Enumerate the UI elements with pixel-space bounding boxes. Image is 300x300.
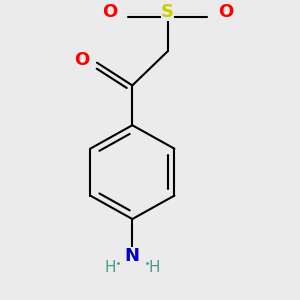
Text: H: H: [104, 260, 116, 275]
Text: H: H: [149, 260, 160, 275]
Text: O: O: [74, 51, 90, 69]
Text: O: O: [102, 2, 118, 20]
Text: O: O: [218, 2, 233, 20]
Text: S: S: [161, 2, 174, 20]
Text: N: N: [125, 247, 140, 265]
